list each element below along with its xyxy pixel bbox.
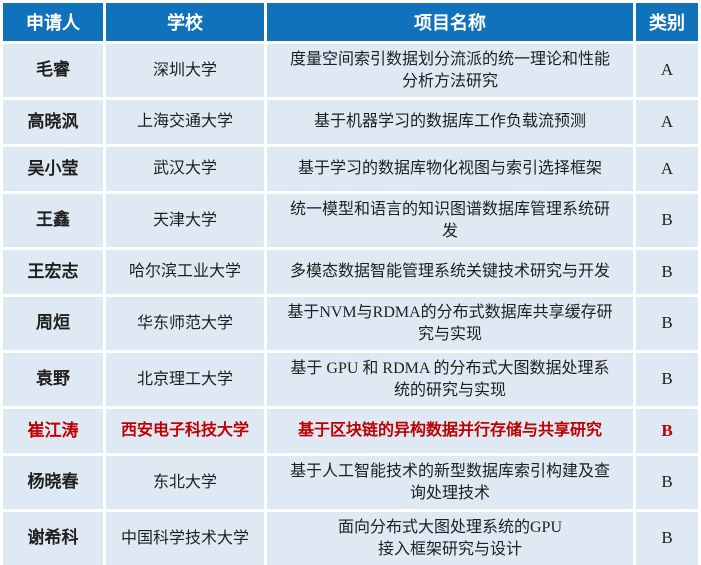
school-cell: 上海交通大学: [106, 100, 264, 144]
column-header-project: 项目名称: [267, 3, 633, 41]
table-header: 申请人 学校 项目名称 类别: [3, 3, 698, 41]
category-cell: A: [636, 100, 698, 144]
name-cell: 高晓沨: [3, 100, 103, 144]
school-cell: 深圳大学: [106, 44, 264, 97]
school-cell: 北京理工大学: [106, 353, 264, 406]
name-cell: 周烜: [3, 297, 103, 350]
name-cell: 王鑫: [3, 194, 103, 247]
category-cell: B: [636, 353, 698, 406]
category-cell: B: [636, 456, 698, 509]
project-cell: 基于人工智能技术的新型数据库索引构建及查 询处理技术: [267, 456, 633, 509]
school-cell: 天津大学: [106, 194, 264, 247]
category-cell: B: [636, 194, 698, 247]
project-cell: 统一模型和语言的知识图谱数据库管理系统研 发: [267, 194, 633, 247]
name-cell: 谢希科: [3, 512, 103, 565]
table-row: 谢希科 中国科学技术大学 面向分布式大图处理系统的GPU 接入框架研究与设计 B: [3, 512, 698, 565]
table-row: 高晓沨 上海交通大学 基于机器学习的数据库工作负载流预测 A: [3, 100, 698, 144]
table-row: 周烜 华东师范大学 基于NVM与RDMA的分布式数据库共享缓存研 究与实现 B: [3, 297, 698, 350]
school-cell: 武汉大学: [106, 147, 264, 191]
project-cell: 多模态数据智能管理系统关键技术研究与开发: [267, 250, 633, 294]
column-header-applicant: 申请人: [3, 3, 103, 41]
name-cell: 毛睿: [3, 44, 103, 97]
school-cell: 中国科学技术大学: [106, 512, 264, 565]
project-cell: 基于区块链的异构数据并行存储与共享研究: [267, 409, 633, 453]
name-cell: 王宏志: [3, 250, 103, 294]
table-row: 王宏志 哈尔滨工业大学 多模态数据智能管理系统关键技术研究与开发 B: [3, 250, 698, 294]
project-cell: 面向分布式大图处理系统的GPU 接入框架研究与设计: [267, 512, 633, 565]
category-cell: A: [636, 44, 698, 97]
project-cell: 基于NVM与RDMA的分布式数据库共享缓存研 究与实现: [267, 297, 633, 350]
name-cell: 吴小莹: [3, 147, 103, 191]
category-cell: B: [636, 297, 698, 350]
category-cell: B: [636, 250, 698, 294]
project-cell: 基于机器学习的数据库工作负载流预测: [267, 100, 633, 144]
name-cell: 杨晓春: [3, 456, 103, 509]
header-row: 申请人 学校 项目名称 类别: [3, 3, 698, 41]
name-cell: 袁野: [3, 353, 103, 406]
school-cell: 西安电子科技大学: [106, 409, 264, 453]
table-row: 吴小莹 武汉大学 基于学习的数据库物化视图与索引选择框架 A: [3, 147, 698, 191]
table-row: 毛睿 深圳大学 度量空间索引数据划分流派的统一理论和性能 分析方法研究 A: [3, 44, 698, 97]
category-cell: B: [636, 409, 698, 453]
column-header-category: 类别: [636, 3, 698, 41]
project-cell: 度量空间索引数据划分流派的统一理论和性能 分析方法研究: [267, 44, 633, 97]
column-header-school: 学校: [106, 3, 264, 41]
project-cell: 基于学习的数据库物化视图与索引选择框架: [267, 147, 633, 191]
table-body: 毛睿 深圳大学 度量空间索引数据划分流派的统一理论和性能 分析方法研究 A 高晓沨 上海交…: [3, 44, 698, 565]
table-row: 杨晓春 东北大学 基于人工智能技术的新型数据库索引构建及查 询处理技术 B: [3, 456, 698, 509]
school-cell: 东北大学: [106, 456, 264, 509]
category-cell: A: [636, 147, 698, 191]
school-cell: 华东师范大学: [106, 297, 264, 350]
table-row: 崔江涛 西安电子科技大学 基于区块链的异构数据并行存储与共享研究 B: [3, 409, 698, 453]
table-row: 袁野 北京理工大学 基于 GPU 和 RDMA 的分布式大图数据处理系 统的研究与实…: [3, 353, 698, 406]
school-cell: 哈尔滨工业大学: [106, 250, 264, 294]
project-cell: 基于 GPU 和 RDMA 的分布式大图数据处理系 统的研究与实现: [267, 353, 633, 406]
category-cell: B: [636, 512, 698, 565]
name-cell: 崔江涛: [3, 409, 103, 453]
